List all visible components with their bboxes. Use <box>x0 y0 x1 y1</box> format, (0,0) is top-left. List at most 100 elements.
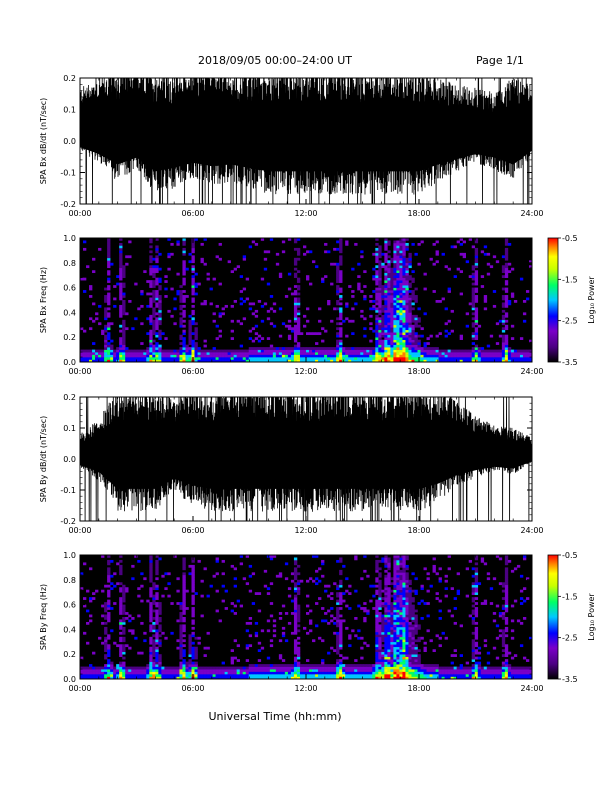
spectrogram-cell <box>245 354 250 358</box>
spectrogram-cell <box>378 252 382 256</box>
spectrogram-cell <box>408 634 412 638</box>
spectrogram-cell <box>158 357 162 360</box>
spectrogram-cell <box>327 651 331 655</box>
spectrogram-cell <box>302 347 307 350</box>
spectrogram-cell <box>333 631 337 635</box>
spectrogram-cell <box>149 629 153 633</box>
spectrogram-cell <box>110 574 114 578</box>
spectrogram-cell <box>384 614 388 618</box>
spectrogram-cell <box>284 671 289 675</box>
spectrogram-cell <box>426 349 430 353</box>
spectrogram-cell <box>257 671 262 675</box>
spectrogram-cell <box>378 659 382 662</box>
spectrogram-cell <box>504 574 509 578</box>
spectrogram-cell <box>188 674 192 677</box>
spectrogram-cell <box>269 669 274 672</box>
spectrogram-cell <box>296 309 301 313</box>
spectrogram-cell <box>293 582 298 586</box>
spectrogram-cell <box>393 602 397 605</box>
spectrogram-cell <box>293 599 298 603</box>
spectrogram-cell <box>260 669 265 672</box>
spectrogram-cell <box>351 674 355 677</box>
spectrogram-cell <box>435 666 439 670</box>
spectrogram-cell <box>336 592 340 595</box>
spectrogram-cell <box>248 621 253 625</box>
spectrogram-cell <box>336 339 340 343</box>
spectrogram-cell <box>396 300 400 303</box>
spectrogram-cell <box>396 557 400 561</box>
spectrogram-cell <box>137 587 141 591</box>
spectrogram-cell <box>290 327 295 331</box>
spectrogram-cell <box>278 674 283 677</box>
spectrogram-cell <box>336 669 340 672</box>
spectrogram-cell <box>152 659 156 662</box>
spectrogram-cell <box>396 334 400 338</box>
spectrogram-cell <box>104 636 108 640</box>
spectrogram-cell <box>176 589 180 593</box>
spectrogram-cell <box>396 659 400 662</box>
spectrogram-cell <box>164 674 168 677</box>
spectrogram-cell <box>393 594 397 598</box>
spectrogram-cell <box>375 664 379 667</box>
spectrogram-cell <box>92 342 96 345</box>
spectrogram-cell <box>384 621 388 625</box>
spectrogram-cell <box>315 666 319 670</box>
spectrogram-cell <box>399 636 403 640</box>
spectrogram-cell <box>254 669 259 672</box>
spectrogram-cell <box>254 664 259 667</box>
spectrogram-cell <box>378 282 382 286</box>
spectrogram-cell <box>393 604 397 608</box>
spectrogram-cell <box>405 297 409 301</box>
spectrogram-cell <box>92 671 96 675</box>
spectrogram-cell <box>411 277 415 281</box>
spectrogram-cell <box>501 314 506 318</box>
spectrogram-cell <box>206 359 210 363</box>
spectrogram-cell <box>107 636 111 640</box>
spectrogram-cell <box>152 265 156 269</box>
spectrogram-cell <box>336 602 340 605</box>
spectrogram-cell <box>393 260 397 264</box>
spectrogram-cell <box>137 307 141 311</box>
spectrogram-cell <box>98 676 102 680</box>
spectrogram-cell <box>396 567 400 571</box>
spectrogram-cell <box>164 295 168 298</box>
spectrogram-cell <box>474 252 479 256</box>
spectrogram-cell <box>107 359 111 363</box>
spectrogram-cell <box>287 666 292 670</box>
spectrogram-cell <box>248 347 253 350</box>
spectrogram-cell <box>474 332 479 336</box>
spectrogram-cell <box>302 349 307 353</box>
spectrogram-cell <box>405 589 409 593</box>
spectrogram-cell <box>194 342 198 345</box>
spectrogram-cell <box>209 666 213 670</box>
spectrogram-cell <box>351 349 355 353</box>
spectrogram-cell <box>507 559 512 563</box>
spectrogram-cell <box>104 347 108 350</box>
spectrogram-cell <box>339 250 343 254</box>
spectrogram-cell <box>384 352 388 355</box>
spectrogram-cell <box>221 671 225 675</box>
spectrogram-cell <box>254 671 259 675</box>
spectrogram-cell <box>122 285 126 288</box>
spectrogram-cell <box>369 322 373 326</box>
spectrogram-cell <box>155 297 159 301</box>
spectrogram-cell <box>504 626 509 630</box>
spectrogram-cell <box>366 644 370 648</box>
spectrogram-cell <box>453 352 457 355</box>
spectrogram-cell <box>206 676 210 680</box>
spectrogram-cell <box>396 564 400 568</box>
spectrogram-cell <box>501 584 506 588</box>
spectrogram-cell <box>504 604 509 608</box>
spectrogram-cell <box>191 634 195 638</box>
spectrogram-cell <box>501 339 506 343</box>
spectrogram-cell <box>321 280 325 283</box>
spectrogram-cell <box>336 607 340 610</box>
spectrogram-cell <box>375 631 379 635</box>
spectrogram-cell <box>155 592 159 595</box>
spectrogram-cell <box>471 612 476 615</box>
spectrogram-cell <box>477 676 482 680</box>
spectrogram-cell <box>104 287 108 291</box>
spectrogram-cell <box>336 342 340 345</box>
spectrogram-cell <box>152 641 156 645</box>
spectrogram-cell <box>131 631 135 635</box>
